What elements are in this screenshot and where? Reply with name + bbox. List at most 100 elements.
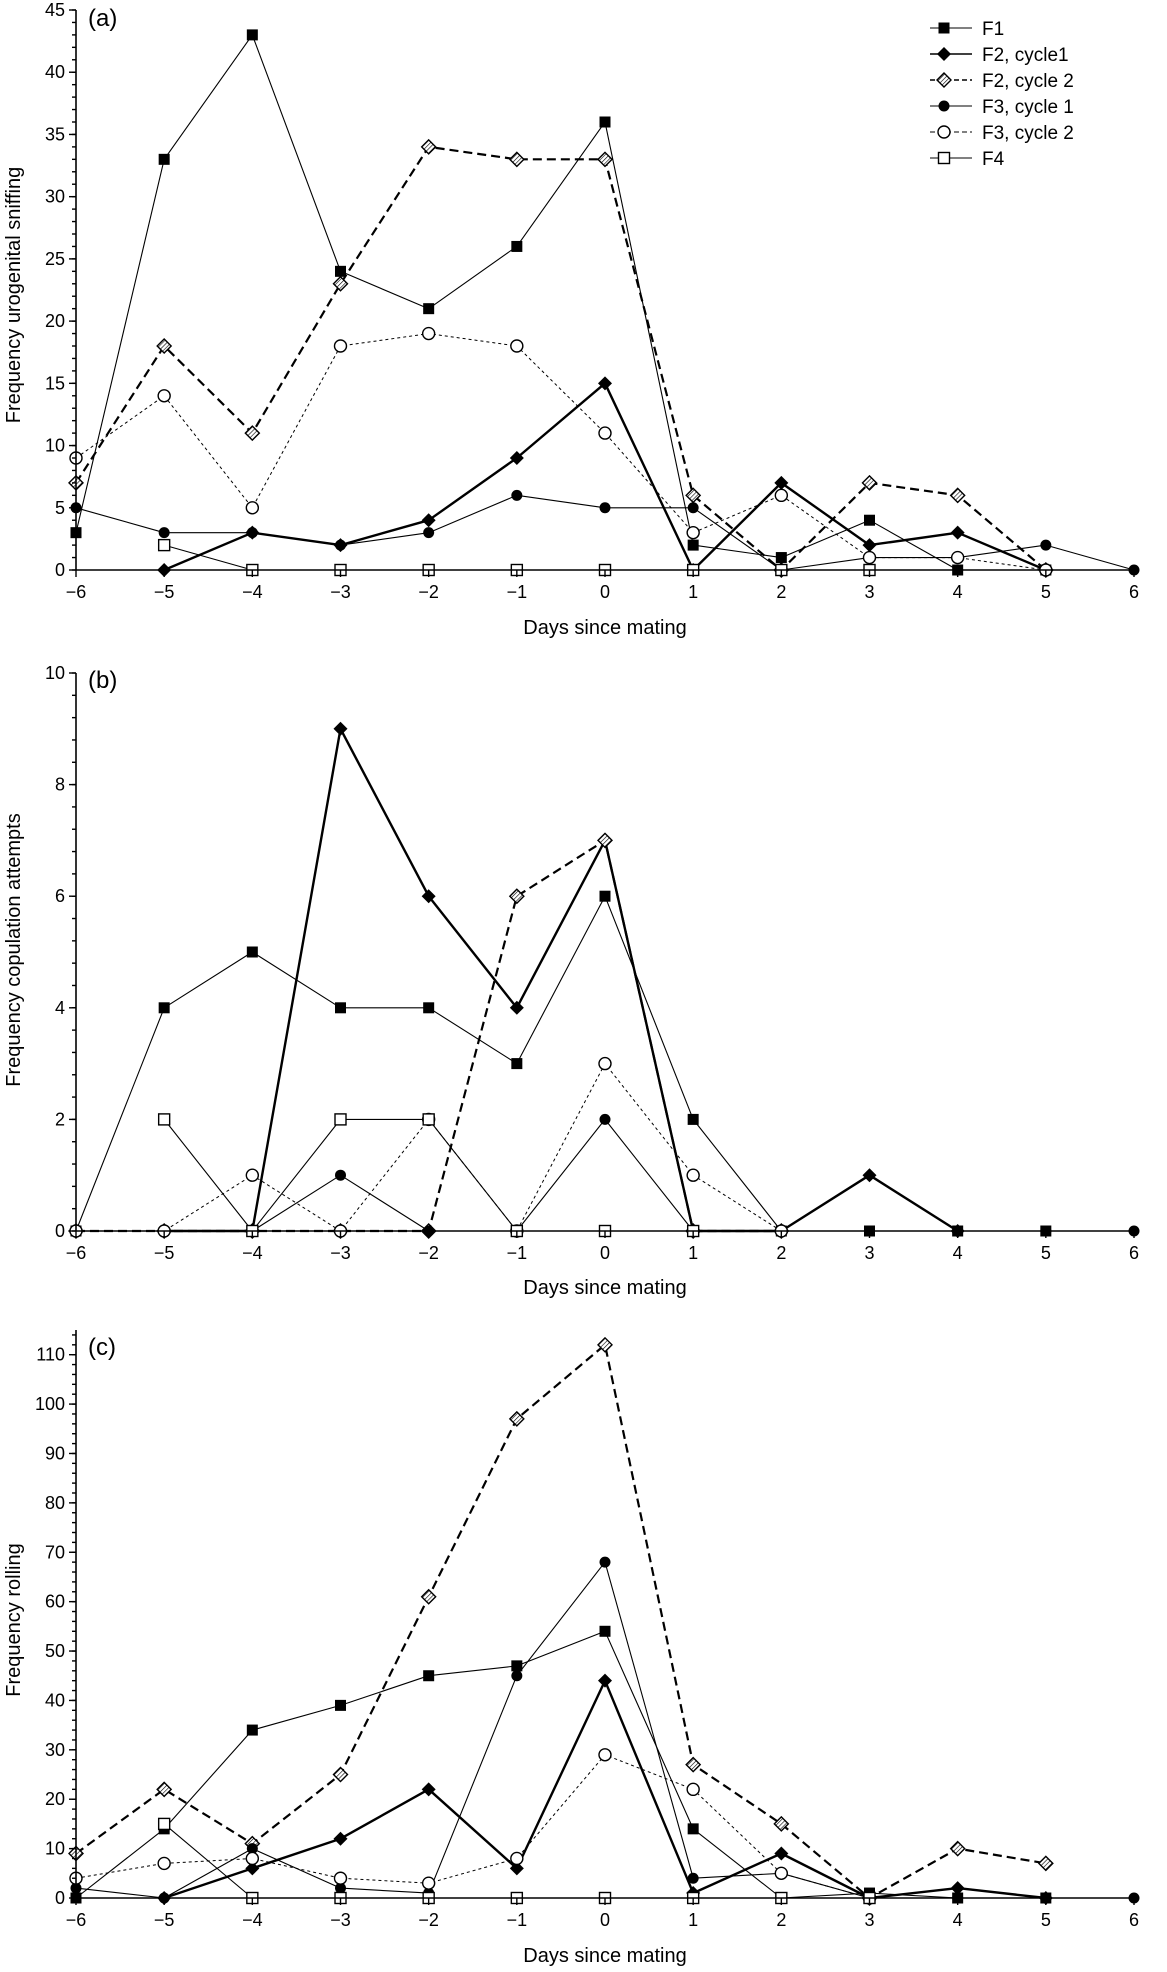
data-point [423,1002,435,1014]
y-tick-label: 4 [55,998,65,1018]
x-tick-label: 3 [864,1243,874,1263]
x-tick-label: 3 [864,582,874,602]
y-tick-label: 10 [45,436,65,456]
data-point [509,451,524,465]
data-point [1037,1855,1054,1872]
y-tick-label: 2 [55,1109,65,1129]
data-point [949,1840,966,1857]
y-tick-label: 30 [45,1740,65,1760]
data-point [246,1724,258,1736]
data-point [245,1851,260,1866]
data-point [598,376,612,391]
data-point [421,1782,436,1797]
y-tick-label: 60 [45,1592,65,1612]
x-tick-label: −3 [330,1243,351,1263]
x-tick-label: −1 [507,1910,528,1930]
data-point [245,1861,260,1876]
y-tick-label: 40 [45,1690,65,1710]
series-line [75,34,1046,571]
data-point [420,138,437,155]
data-point [158,153,170,165]
data-point [510,339,524,353]
legend: F1 F2, cycle1 F2, cycle 2 F3, cycle 1 F3, cy… [930,19,1074,170]
data-point [246,1843,258,1855]
y-tick-label: 8 [55,775,65,795]
data-point [949,487,966,504]
data-point [333,339,348,353]
legend-item-f3-cycle-2: F3, cycle 2 [930,123,1074,144]
data-point [599,1625,611,1637]
data-point [774,1846,789,1861]
data-point [862,538,877,553]
data-point [509,1000,524,1015]
y-tick-label: 110 [36,1345,65,1365]
data-point [157,1817,171,1831]
x-tick-label: −5 [154,1243,175,1263]
y-tick-label: 6 [55,886,65,906]
x-tick-label: 1 [688,1243,698,1263]
data-point [335,1002,346,1014]
data-point [599,116,611,128]
data-point [599,1113,611,1125]
data-point [335,539,346,551]
y-tick-label: 20 [45,311,65,331]
data-point [597,1336,613,1353]
legend-label: F2, cycle 2 [982,71,1074,92]
series-line [76,1118,1134,1232]
data-point [598,1056,612,1071]
x-tick-label: 1 [688,582,698,602]
data-point [335,265,346,277]
x-tick-label: 3 [864,1910,874,1930]
x-tick-label: −2 [418,582,439,602]
x-tick-label: −6 [66,582,87,602]
data-point [508,1410,525,1427]
x-tick-label: −6 [66,1910,87,1930]
legend-marker [938,22,950,34]
data-point [599,890,611,902]
data-point [335,1699,346,1711]
data-point [685,1756,702,1773]
y-tick-label: 35 [45,124,65,144]
data-point [423,303,435,315]
data-point [508,151,525,168]
data-point [334,1113,347,1126]
data-point [950,1881,965,1896]
data-point [511,1058,523,1070]
series-f3-cycle-2 [69,326,1053,577]
x-tick-label: −4 [242,582,263,602]
x-tick-label: 0 [600,1243,610,1263]
y-tick-label: 10 [45,1839,65,1859]
x-tick-label: 0 [600,582,610,602]
data-point [511,1660,523,1672]
data-point [598,1748,612,1762]
data-point [423,527,435,539]
data-point [421,326,436,341]
x-tick-label: 6 [1129,582,1139,602]
data-point [511,489,523,501]
legend-marker [936,72,952,88]
x-tick-label: 5 [1041,1910,1051,1930]
x-tick-label: 2 [776,1243,786,1263]
panel-label: (c) [88,1334,116,1361]
series-line [75,1630,1046,1899]
data-point [774,475,789,490]
data-point [333,1871,348,1885]
series-line [75,895,1046,1232]
legend-marker [937,125,951,139]
y-axis-title: Frequency urogenital sniffing [3,167,25,423]
y-tick-label: 30 [45,187,65,207]
y-tick-label: 15 [45,373,65,393]
series-f1 [70,1625,1052,1904]
data-point [864,514,875,526]
panel-label: (a) [88,5,117,32]
y-tick-label: 0 [55,1888,65,1908]
data-point [246,946,258,958]
x-tick-label: 5 [1041,582,1051,602]
x-tick-label: −4 [242,1910,263,1930]
data-point [1040,539,1052,551]
legend-label: F4 [982,149,1005,170]
data-point [862,1168,877,1183]
y-tick-label: 40 [45,62,65,82]
legend-label: F3, cycle 2 [982,123,1074,144]
